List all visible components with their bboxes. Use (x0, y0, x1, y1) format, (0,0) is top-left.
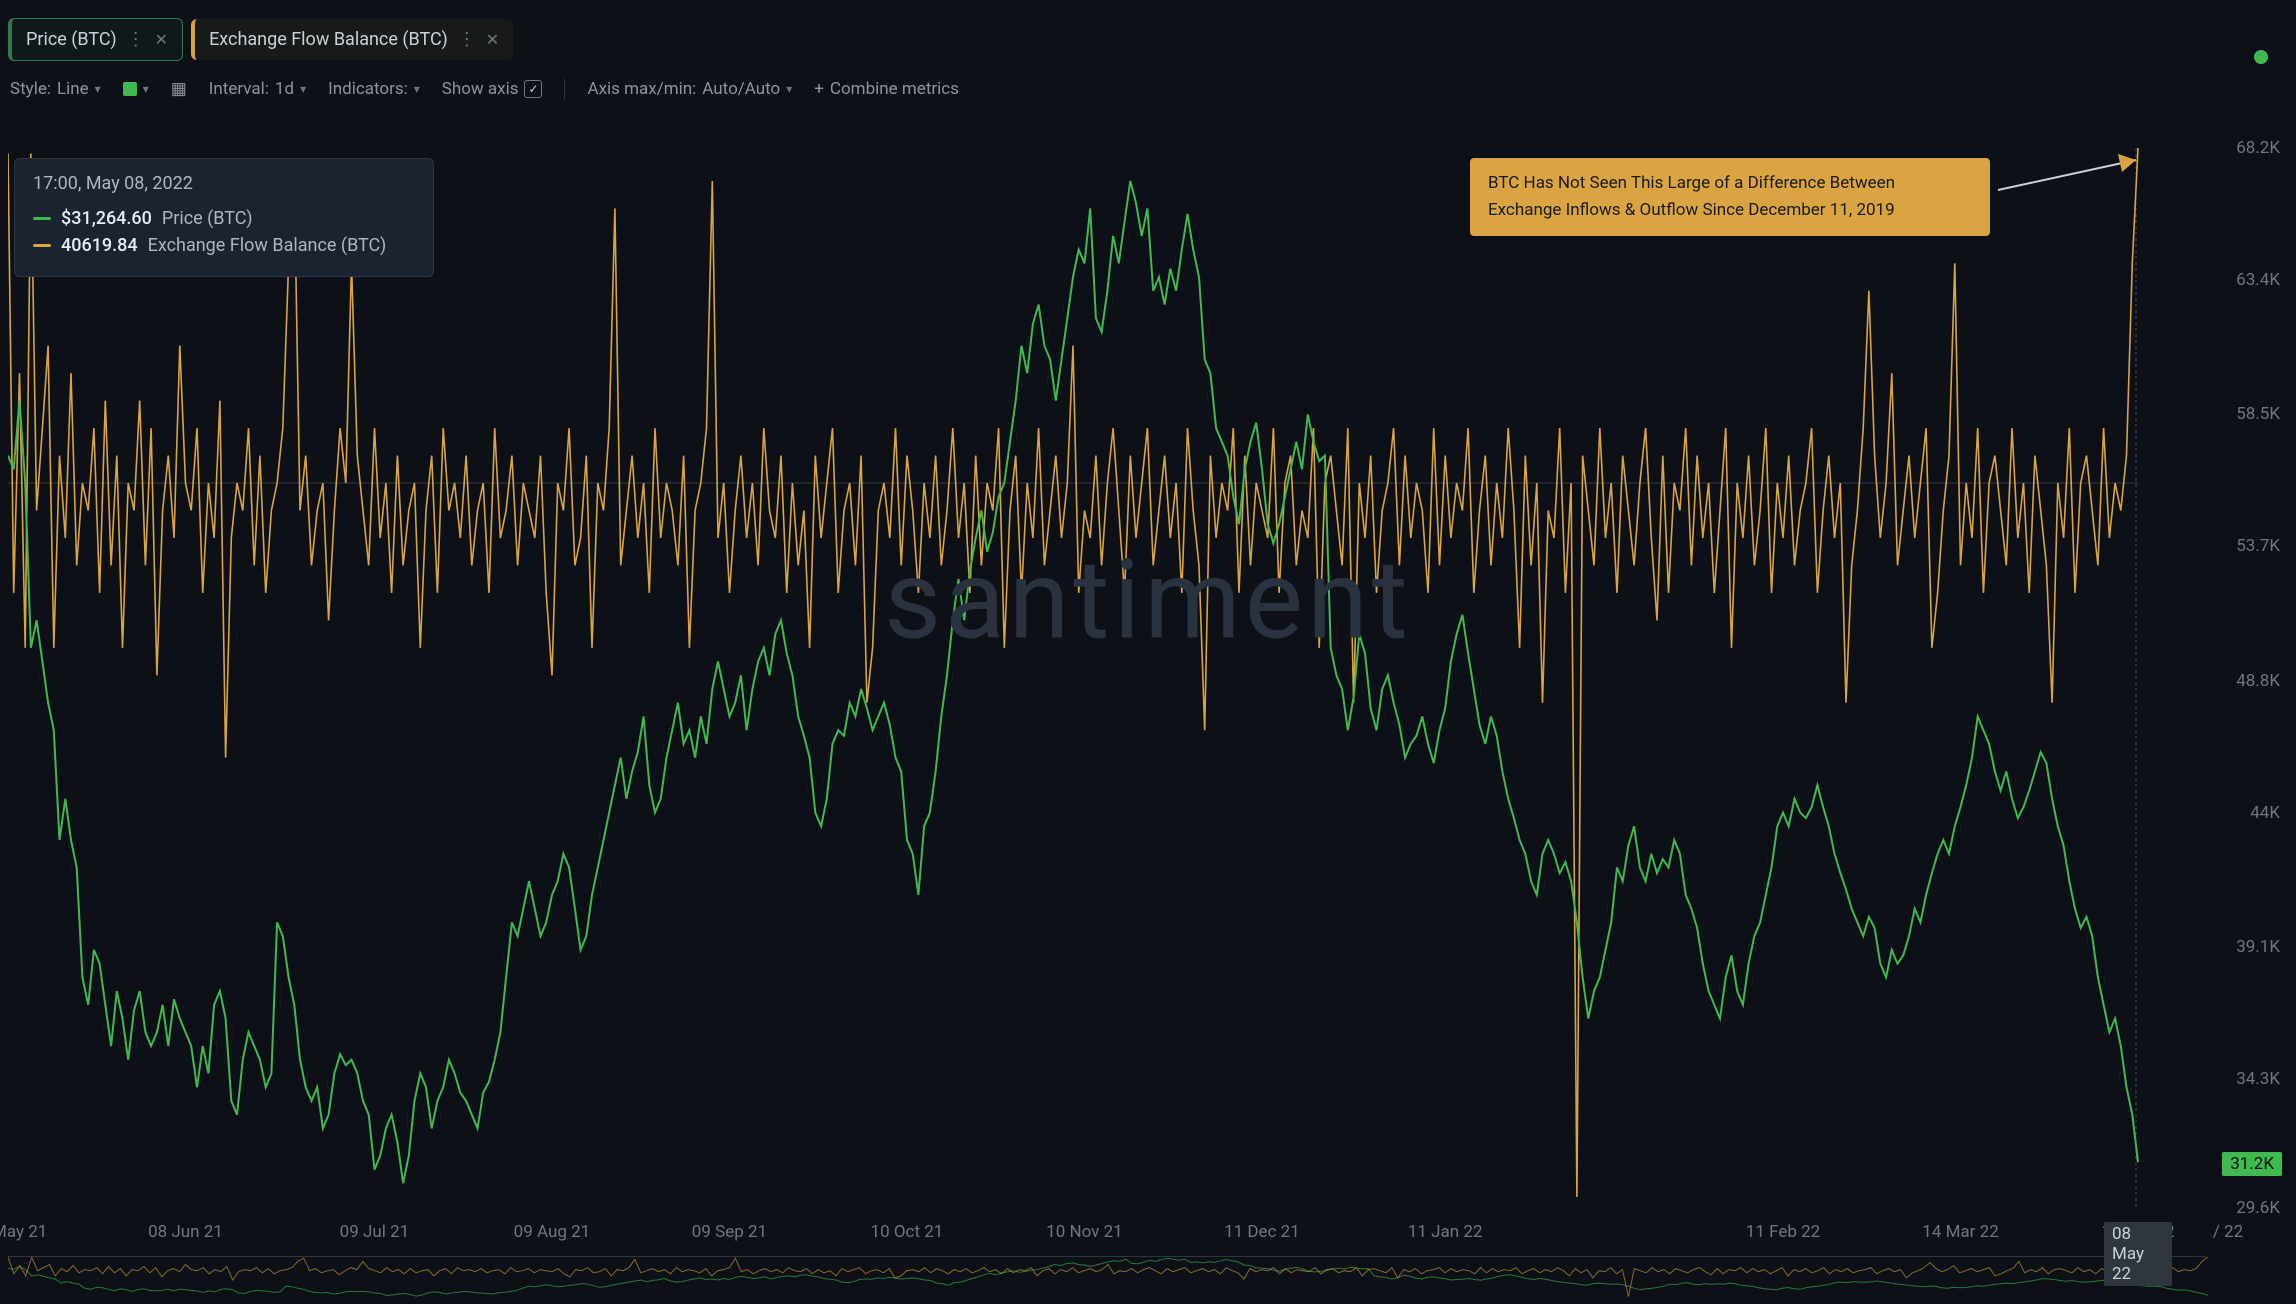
chevron-down-icon: ▾ (95, 82, 101, 96)
watermark: santiment (884, 536, 1412, 665)
color-swatch-icon (123, 82, 137, 96)
chart-svg (8, 148, 2208, 1234)
crosshair-tooltip: 17:00, May 08, 2022 $31,264.60Price (BTC… (14, 158, 434, 277)
indicators-label: Indicators: (328, 79, 408, 99)
annotation-box: BTC Has Not Seen This Large of a Differe… (1470, 158, 1990, 236)
divider (564, 79, 565, 99)
combine-metrics-button[interactable]: + Combine metrics (814, 79, 959, 99)
axis-minmax-selector[interactable]: Axis max/min: Auto/Auto ▾ (587, 79, 792, 99)
more-icon[interactable]: ⋮ (458, 29, 476, 50)
chevron-down-icon: ▾ (786, 82, 792, 96)
show-axis-toggle[interactable]: Show axis ✓ (442, 79, 543, 99)
tab-price-btc[interactable]: Price (BTC) ⋮ ✕ (8, 18, 183, 61)
chevron-down-icon: ▾ (414, 82, 420, 96)
tabs-row: Price (BTC) ⋮ ✕ Exchange Flow Balance (B… (0, 0, 2296, 73)
show-axis-label: Show axis (442, 79, 519, 99)
plus-icon: + (814, 79, 824, 99)
minimap-svg (8, 1257, 2208, 1297)
interval-label: Interval: (209, 79, 269, 99)
tab-label: Exchange Flow Balance (BTC) (209, 29, 448, 50)
calendar-icon[interactable]: ▦ (171, 79, 187, 99)
tab-exchange-flow[interactable]: Exchange Flow Balance (BTC) ⋮ ✕ (191, 19, 513, 60)
axis-value: Auto/Auto (702, 79, 780, 99)
chevron-down-icon: ▾ (143, 82, 149, 96)
color-selector[interactable]: ▾ (123, 82, 149, 96)
x-axis: 08 May 2108 Jun 2109 Jul 2109 Aug 2109 S… (8, 1222, 2206, 1252)
style-label: Style: (10, 79, 51, 99)
checkbox-checked-icon[interactable]: ✓ (524, 80, 542, 98)
chevron-down-icon: ▾ (300, 82, 306, 96)
style-selector[interactable]: Style: Line ▾ (10, 79, 101, 99)
status-indicator-icon (2254, 50, 2268, 64)
close-icon[interactable]: ✕ (486, 30, 499, 49)
y-axis: 68.2K63.4K58.5K53.7K48.8K44K39.1K34.3K29… (2216, 148, 2286, 1234)
tab-label: Price (BTC) (26, 29, 117, 50)
indicators-selector[interactable]: Indicators: ▾ (328, 79, 420, 99)
tooltip-timestamp: 17:00, May 08, 2022 (33, 173, 415, 194)
combine-label: Combine metrics (830, 79, 959, 99)
minimap-brush[interactable] (8, 1256, 2206, 1296)
close-icon[interactable]: ✕ (155, 30, 168, 49)
chart-area[interactable] (8, 148, 2288, 1234)
axis-label: Axis max/min: (587, 79, 696, 99)
chart-toolbar: Style: Line ▾ ▾ ▦ Interval: 1d ▾ Indicat… (0, 73, 2296, 109)
interval-value: 1d (275, 79, 294, 99)
style-value: Line (57, 79, 89, 99)
more-icon[interactable]: ⋮ (127, 29, 145, 50)
interval-selector[interactable]: Interval: 1d ▾ (209, 79, 306, 99)
